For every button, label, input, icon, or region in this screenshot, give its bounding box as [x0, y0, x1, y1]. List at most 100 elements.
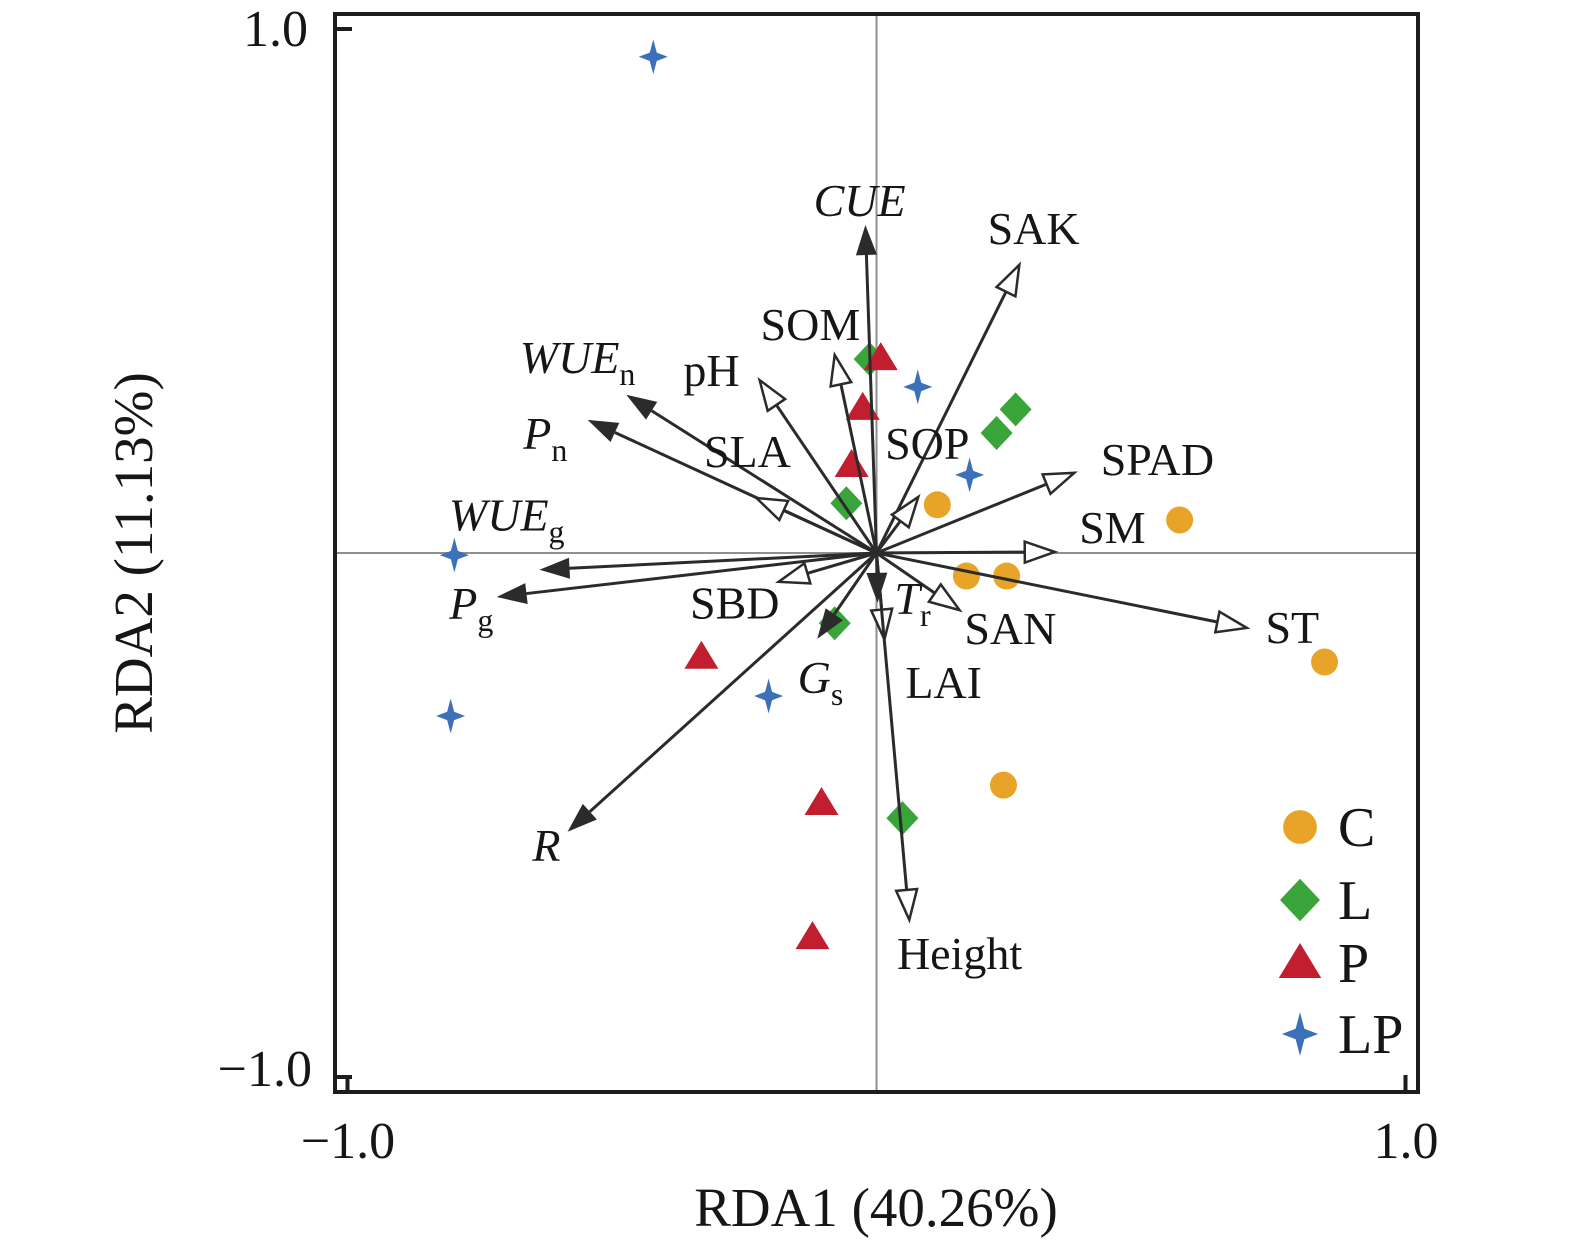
legend-item-LP: LP — [1281, 1004, 1403, 1066]
arrow-head-Tr — [866, 572, 888, 603]
point-P-3 — [684, 640, 719, 669]
arrow-head-Pg — [496, 583, 528, 604]
arrow-SOM — [829, 351, 878, 554]
arrow-head-Pn — [587, 419, 620, 442]
y-axis-title: RDA2 (11.13%) — [103, 372, 164, 734]
point-LP-4 — [754, 678, 784, 714]
arrow-shaft-SLA — [783, 509, 878, 555]
arrow-head-SAN — [926, 582, 963, 613]
plot-border — [333, 12, 1420, 1094]
arrow-label-pH: pH — [683, 345, 739, 396]
arrow-head-R — [567, 803, 597, 832]
point-LP-0 — [638, 39, 668, 75]
arrow-label-SOP: SOP — [885, 418, 969, 469]
point-C-1 — [952, 562, 980, 590]
arrow-label-CUE: CUE — [814, 175, 906, 226]
arrow-Gs — [817, 552, 878, 639]
arrow-SPAD — [875, 471, 1078, 555]
arrow-head-SBD — [775, 561, 813, 585]
arrow-head-Gs — [817, 608, 843, 639]
arrow-Pg — [496, 551, 877, 604]
legend-item-P: P — [1278, 933, 1369, 995]
legend-marker-LP — [1281, 1012, 1319, 1056]
point-LP-3 — [439, 537, 469, 573]
point-L-5 — [886, 801, 919, 836]
arrow-shaft-ST — [876, 551, 1218, 624]
point-L-1 — [999, 392, 1032, 427]
arrow-SOP — [875, 493, 921, 554]
point-C-2 — [993, 562, 1021, 590]
arrow-head-WUEn — [626, 394, 658, 420]
arrow-R — [567, 551, 878, 832]
arrow-label-Tr: Tr — [894, 573, 931, 633]
arrow-head-SPAD — [1040, 471, 1078, 496]
arrow-label-WUEg: WUEg — [449, 490, 565, 550]
arrow-shaft-SM — [876, 550, 1025, 555]
legend-marker-L — [1280, 878, 1320, 922]
arrow-label-SPAD: SPAD — [1101, 434, 1214, 485]
y-tick-label-top: 1.0 — [243, 1, 308, 58]
point-C-3 — [1166, 506, 1194, 534]
legend-label-LP: LP — [1338, 1004, 1403, 1066]
arrow-ST — [876, 551, 1251, 634]
point-L-2 — [980, 416, 1013, 451]
x-axis-title: RDA1 (40.26%) — [694, 1177, 1058, 1238]
arrow-pH — [757, 376, 878, 554]
arrow-CUE — [855, 224, 878, 554]
arrow-label-Gs: Gs — [798, 652, 844, 712]
x-tick-label-right: 1.0 — [1374, 1113, 1439, 1170]
arrow-SM — [876, 539, 1059, 565]
arrow-head-SAK — [994, 261, 1022, 299]
legend-label-C: C — [1338, 797, 1375, 859]
vector-labels-layer: CUE SAK SOM pH WUEn Pn SLA SOP SPAD SM WUEg Pg SBD Tr… — [448, 175, 1319, 979]
arrow-shaft-Height — [875, 552, 909, 891]
arrow-label-ST: ST — [1265, 602, 1319, 653]
arrow-WUEn — [626, 394, 878, 555]
arrow-label-R: R — [531, 820, 560, 871]
point-LP-1 — [903, 369, 933, 405]
point-C-4 — [1311, 648, 1339, 676]
arrow-label-WUEn: WUEn — [520, 332, 636, 392]
arrow-SLA — [752, 496, 878, 555]
arrow-head-SOP — [889, 493, 921, 530]
point-LP-2 — [955, 457, 985, 493]
arrow-head-CUE — [855, 224, 877, 256]
arrow-label-SBD: SBD — [690, 577, 779, 628]
legend-item-L: L — [1280, 870, 1372, 932]
arrow-label-SAK: SAK — [988, 203, 1080, 254]
arrow-label-SAN: SAN — [964, 603, 1056, 654]
arrow-head-pH — [757, 376, 788, 413]
point-P-4 — [804, 786, 839, 815]
arrow-shaft-SOP — [875, 520, 902, 554]
y-tick-label-bottom: −1.0 — [218, 1041, 312, 1098]
legend-marker-P — [1278, 943, 1322, 978]
arrow-shaft-SPAD — [875, 482, 1048, 555]
arrow-label-SOM: SOM — [761, 299, 861, 350]
arrow-head-SLA — [752, 496, 790, 523]
legend-marker-C — [1283, 810, 1317, 844]
point-P-0 — [863, 342, 898, 371]
legend-item-C: C — [1283, 797, 1375, 859]
arrow-WUEg — [539, 551, 877, 579]
point-C-0 — [923, 491, 951, 519]
arrow-shaft-SBD — [806, 551, 877, 575]
arrow-shaft-Pg — [526, 551, 877, 596]
arrow-label-Pn: Pn — [522, 408, 567, 468]
point-P-5 — [795, 921, 830, 950]
legend-label-L: L — [1338, 870, 1372, 932]
x-tick-label-left: −1.0 — [301, 1113, 395, 1170]
arrow-shaft-SAN — [875, 551, 936, 595]
arrow-Height — [875, 552, 919, 924]
arrow-SBD — [775, 551, 877, 585]
arrow-label-Height: Height — [897, 928, 1022, 979]
arrow-head-SM — [1023, 539, 1059, 565]
point-C-5 — [989, 771, 1017, 799]
vector-arrows-layer — [496, 224, 1251, 924]
arrow-shaft-SOM — [839, 383, 878, 554]
arrow-label-Pg: Pg — [448, 578, 493, 638]
arrow-shaft-pH — [775, 404, 878, 554]
